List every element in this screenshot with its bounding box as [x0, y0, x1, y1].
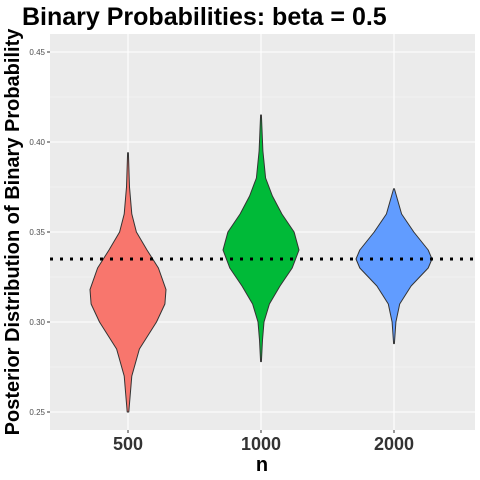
- x-tick-label: 1000: [241, 434, 281, 454]
- violin-500: [89, 152, 167, 413]
- x-tick-label: 500: [113, 434, 143, 454]
- violin-2000: [355, 188, 433, 345]
- y-tick-label: 0.25: [29, 408, 45, 417]
- chart-title: Binary Probabilities: beta = 0.5: [22, 3, 387, 31]
- x-axis-title: n: [256, 454, 268, 476]
- y-axis-title: Posterior Distribution of Binary Probabi…: [2, 28, 24, 436]
- x-tick-label: 2000: [374, 434, 414, 454]
- x-axis: 500 1000 2000: [113, 430, 414, 454]
- y-tick-label: 0.45: [29, 48, 45, 57]
- y-tick-label: 0.40: [29, 138, 45, 147]
- y-tick-label: 0.30: [29, 318, 45, 327]
- y-tick-label: 0.35: [29, 228, 45, 237]
- violins: [89, 114, 433, 413]
- y-axis: 0.25 0.30 0.35 0.40 0.45: [29, 48, 50, 417]
- violin-1000: [222, 114, 300, 363]
